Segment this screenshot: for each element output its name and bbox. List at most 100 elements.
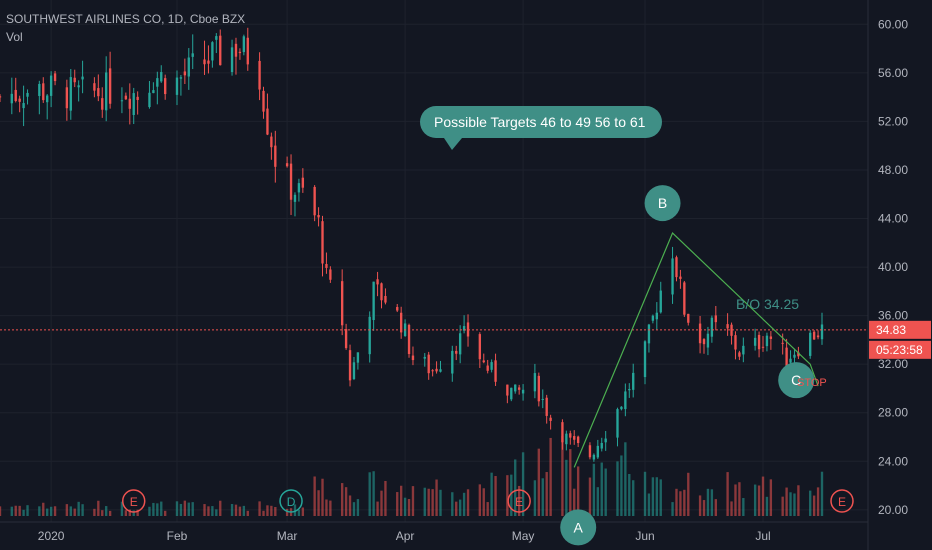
volume-bar-43 <box>238 506 242 516</box>
volume-bar-28 <box>156 503 159 516</box>
time-tick-label: Feb <box>167 529 188 543</box>
price-tick-label: 20.00 <box>878 503 908 517</box>
volume-bar-46 <box>258 501 261 516</box>
price-tick-label: 60.00 <box>878 17 908 31</box>
volume-bar-129 <box>710 489 714 516</box>
volume-bar-139 <box>765 496 769 516</box>
point-c-label[interactable]: C <box>791 372 801 388</box>
candle-body-52 <box>289 163 293 200</box>
candle-body-32 <box>179 77 183 79</box>
candles <box>0 27 824 462</box>
price-tick-label: 52.00 <box>878 114 908 128</box>
candle-body-58 <box>321 221 324 264</box>
volume-bar-82 <box>455 501 458 516</box>
candle-body-132 <box>730 324 733 336</box>
volume-bar-6 <box>38 506 41 516</box>
candle-body-82 <box>455 350 458 354</box>
candle-body-91 <box>506 384 509 396</box>
volume-bar-62 <box>344 487 348 516</box>
targets-box <box>420 106 662 138</box>
chart-legend: SOUTHWEST AIRLINES CO, 1D, Cboe BZX Vol <box>6 10 245 46</box>
volume-bar-21 <box>120 501 124 516</box>
candle-body-88 <box>486 365 489 371</box>
volume-bar-34 <box>187 502 190 516</box>
candle-body-5 <box>26 92 29 97</box>
volume-bar-98 <box>541 478 544 516</box>
candle-body-93 <box>514 384 517 392</box>
volume-bar-76 <box>423 487 426 516</box>
volume-bar-85 <box>466 489 470 516</box>
volume-bar-134 <box>738 482 741 516</box>
candle-body-68 <box>376 279 379 285</box>
event-label-0[interactable]: E <box>130 495 138 509</box>
symbol-title[interactable]: SOUTHWEST AIRLINES CO, 1D, Cboe BZX <box>6 12 246 26</box>
volume-bar-126 <box>698 495 702 516</box>
time-tick-label: Mar <box>277 529 298 543</box>
volume-bar-94 <box>517 485 521 516</box>
candle-body-37 <box>207 60 210 64</box>
candle-body-121 <box>671 258 674 295</box>
time-axis-labels: 2020 Feb Mar Apr May Jun Jul <box>38 529 771 543</box>
volume-bar-14 <box>77 501 80 516</box>
candle-body-133 <box>734 335 737 350</box>
candle-body-57 <box>317 214 320 218</box>
candle-body-36 <box>203 59 206 65</box>
volume-bar-125 <box>687 472 690 516</box>
grid-lines <box>0 0 868 522</box>
volume-bar-113 <box>624 442 627 516</box>
price-tick-label: 40.00 <box>878 260 908 274</box>
volume-bar-149 <box>820 471 824 516</box>
volume-bar-138 <box>761 476 765 516</box>
candle-body-110 <box>604 438 607 443</box>
volume-bar-136 <box>753 484 757 516</box>
candle-body-54 <box>297 183 301 193</box>
candle-body-117 <box>647 324 651 344</box>
candle-body-131 <box>726 324 729 329</box>
candle-body-19 <box>105 72 108 111</box>
volume-bar-87 <box>482 488 485 516</box>
volume-bar-51 <box>285 508 289 516</box>
candle-body-14 <box>77 85 80 88</box>
event-label-2[interactable]: E <box>515 495 523 509</box>
volume-bar-32 <box>179 503 183 516</box>
point-b-label[interactable]: B <box>658 195 667 211</box>
event-label-1[interactable]: D <box>287 495 296 509</box>
targets-pointer <box>444 138 462 150</box>
time-tick-label: Jul <box>755 529 770 543</box>
time-tick-label: May <box>512 529 535 543</box>
volume-bar-42 <box>234 504 238 516</box>
candle-body-138 <box>761 346 765 348</box>
candle-body-43 <box>238 51 242 54</box>
volume-bar-45 <box>246 510 249 516</box>
price-tick-label: 44.00 <box>878 212 908 226</box>
candle-body-95 <box>521 389 525 394</box>
point-a-bubble <box>560 509 597 546</box>
candle-body-62 <box>344 329 348 349</box>
event-marker-1 <box>279 489 303 513</box>
candle-body-67 <box>372 281 375 321</box>
point-a-label[interactable]: A <box>574 519 584 535</box>
candle-body-116 <box>643 341 647 378</box>
volume-bar-99 <box>545 472 548 516</box>
volume-bar-80 <box>439 489 442 516</box>
volume-bar-36 <box>203 504 206 516</box>
candle-body-124 <box>683 282 686 315</box>
event-label-3[interactable]: E <box>838 495 846 509</box>
candle-body-122 <box>675 257 678 278</box>
volume-bar-101 <box>561 436 564 516</box>
candle-body-39 <box>215 36 218 40</box>
event-marker-3 <box>830 489 854 513</box>
price-tick-label: 48.00 <box>878 163 908 177</box>
volume-label[interactable]: Vol <box>6 30 23 44</box>
volume-bar-59 <box>325 499 328 516</box>
candle-body-140 <box>769 336 773 339</box>
candle-body-50 <box>274 145 277 167</box>
volume-bar-26 <box>148 506 151 516</box>
volume-bar-24 <box>132 510 135 516</box>
event-marker-0 <box>121 489 146 513</box>
volume-bar-70 <box>384 480 387 516</box>
volume-bar-13 <box>73 508 76 516</box>
volume-bar-66 <box>368 472 371 516</box>
candle-body-114 <box>628 389 631 391</box>
